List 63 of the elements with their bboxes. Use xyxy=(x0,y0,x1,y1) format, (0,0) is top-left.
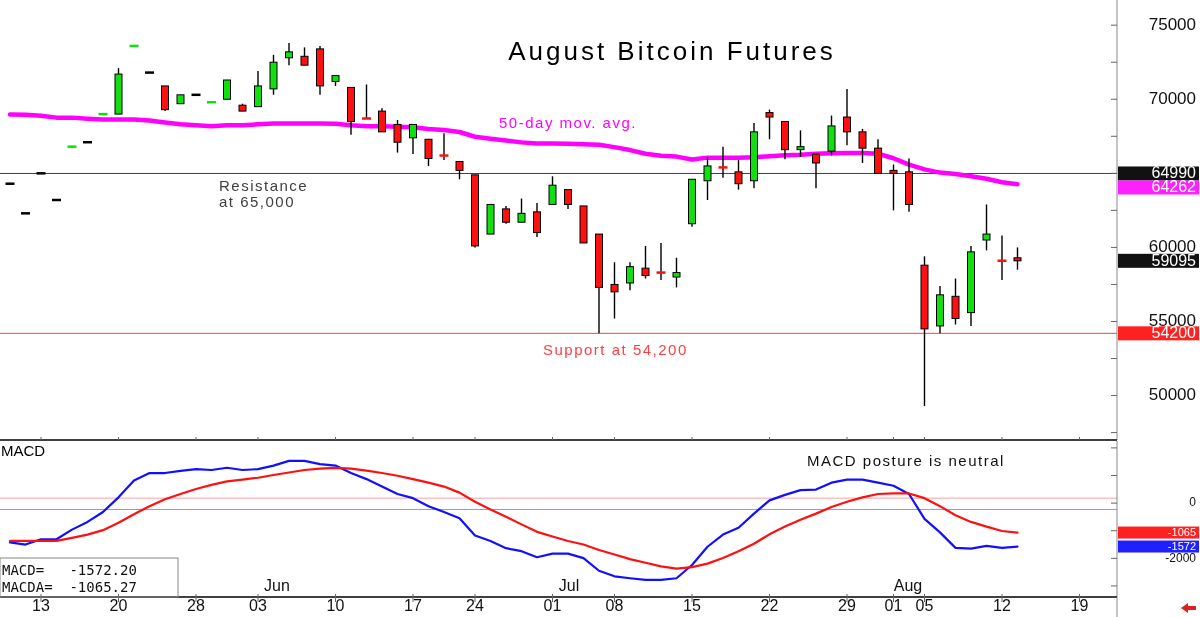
candlestick xyxy=(161,85,169,112)
y-tick-label: 70000 xyxy=(1148,88,1196,108)
x-tick-label: 01 xyxy=(543,597,562,614)
x-tick-label: 29 xyxy=(838,597,856,614)
annotation: MACD posture is neutral xyxy=(807,452,1005,469)
x-tick-label: 01 xyxy=(884,597,903,614)
candlestick xyxy=(796,129,805,158)
x-tick-label: 12 xyxy=(993,597,1011,614)
candlestick xyxy=(533,202,541,238)
candlestick xyxy=(982,203,991,252)
candlestick xyxy=(734,159,743,191)
candlestick xyxy=(393,119,402,154)
ref-line-label: Support at 54,200 xyxy=(543,341,688,359)
candlestick xyxy=(610,261,619,320)
x-tick-label: 24 xyxy=(466,597,484,614)
annotation: Jul xyxy=(558,577,580,594)
candlestick xyxy=(254,70,262,108)
x-tick-label: 28 xyxy=(187,597,205,614)
chart-title: MACD xyxy=(1,442,46,459)
candlestick xyxy=(548,175,557,206)
text: August Bitcoin Futures xyxy=(508,36,836,66)
candlestick xyxy=(378,107,386,133)
x-tick-label: 05 xyxy=(915,597,934,614)
annotation: MACD= -1572.20 xyxy=(2,562,137,578)
x-tick-label: 20 xyxy=(109,597,128,614)
x-tick-label: 22 xyxy=(760,597,779,614)
ref-line-label: Resistance at 65,000 xyxy=(219,177,309,211)
candlestick xyxy=(564,188,572,210)
text: 64262 xyxy=(1151,178,1197,196)
x-tick-label: 13 xyxy=(32,597,50,614)
series-label: 50-day mov. avg. xyxy=(499,113,637,131)
candlestick xyxy=(858,128,867,164)
text: 59095 xyxy=(1151,251,1197,269)
x-tick-label: 15 xyxy=(683,597,701,614)
x-tick-label: 08 xyxy=(605,597,624,614)
y-tick-label: -2000 xyxy=(1165,550,1197,565)
candlestick xyxy=(812,153,820,189)
annotation: Jun xyxy=(264,577,290,594)
candlestick xyxy=(703,156,712,201)
y-tick-label: 50000 xyxy=(1148,385,1196,405)
candlestick xyxy=(951,277,960,326)
candlestick xyxy=(517,197,526,223)
candlestick xyxy=(765,108,774,140)
x-tick-label: 19 xyxy=(1070,597,1089,614)
y-tick-label: 75000 xyxy=(1148,14,1196,34)
candlestick xyxy=(889,163,898,212)
text: -1065 xyxy=(1167,525,1196,538)
text: -1572 xyxy=(1167,539,1196,552)
candlestick xyxy=(424,138,433,167)
candlestick xyxy=(626,261,634,292)
candlestick xyxy=(285,42,293,66)
x-tick-label: 10 xyxy=(326,597,345,614)
annotation: MACDA= -1065.27 xyxy=(2,579,137,595)
candlestick xyxy=(843,88,851,146)
y-tick-label: 0 xyxy=(1189,495,1197,510)
x-tick-label: 17 xyxy=(404,597,422,614)
candlestick xyxy=(1013,246,1022,271)
x-tick-label: 03 xyxy=(249,597,267,614)
candlestick xyxy=(409,123,417,155)
candlestick xyxy=(672,257,681,289)
annotation: Aug xyxy=(893,577,923,594)
candlestick xyxy=(223,79,231,100)
candlestick xyxy=(641,245,650,280)
